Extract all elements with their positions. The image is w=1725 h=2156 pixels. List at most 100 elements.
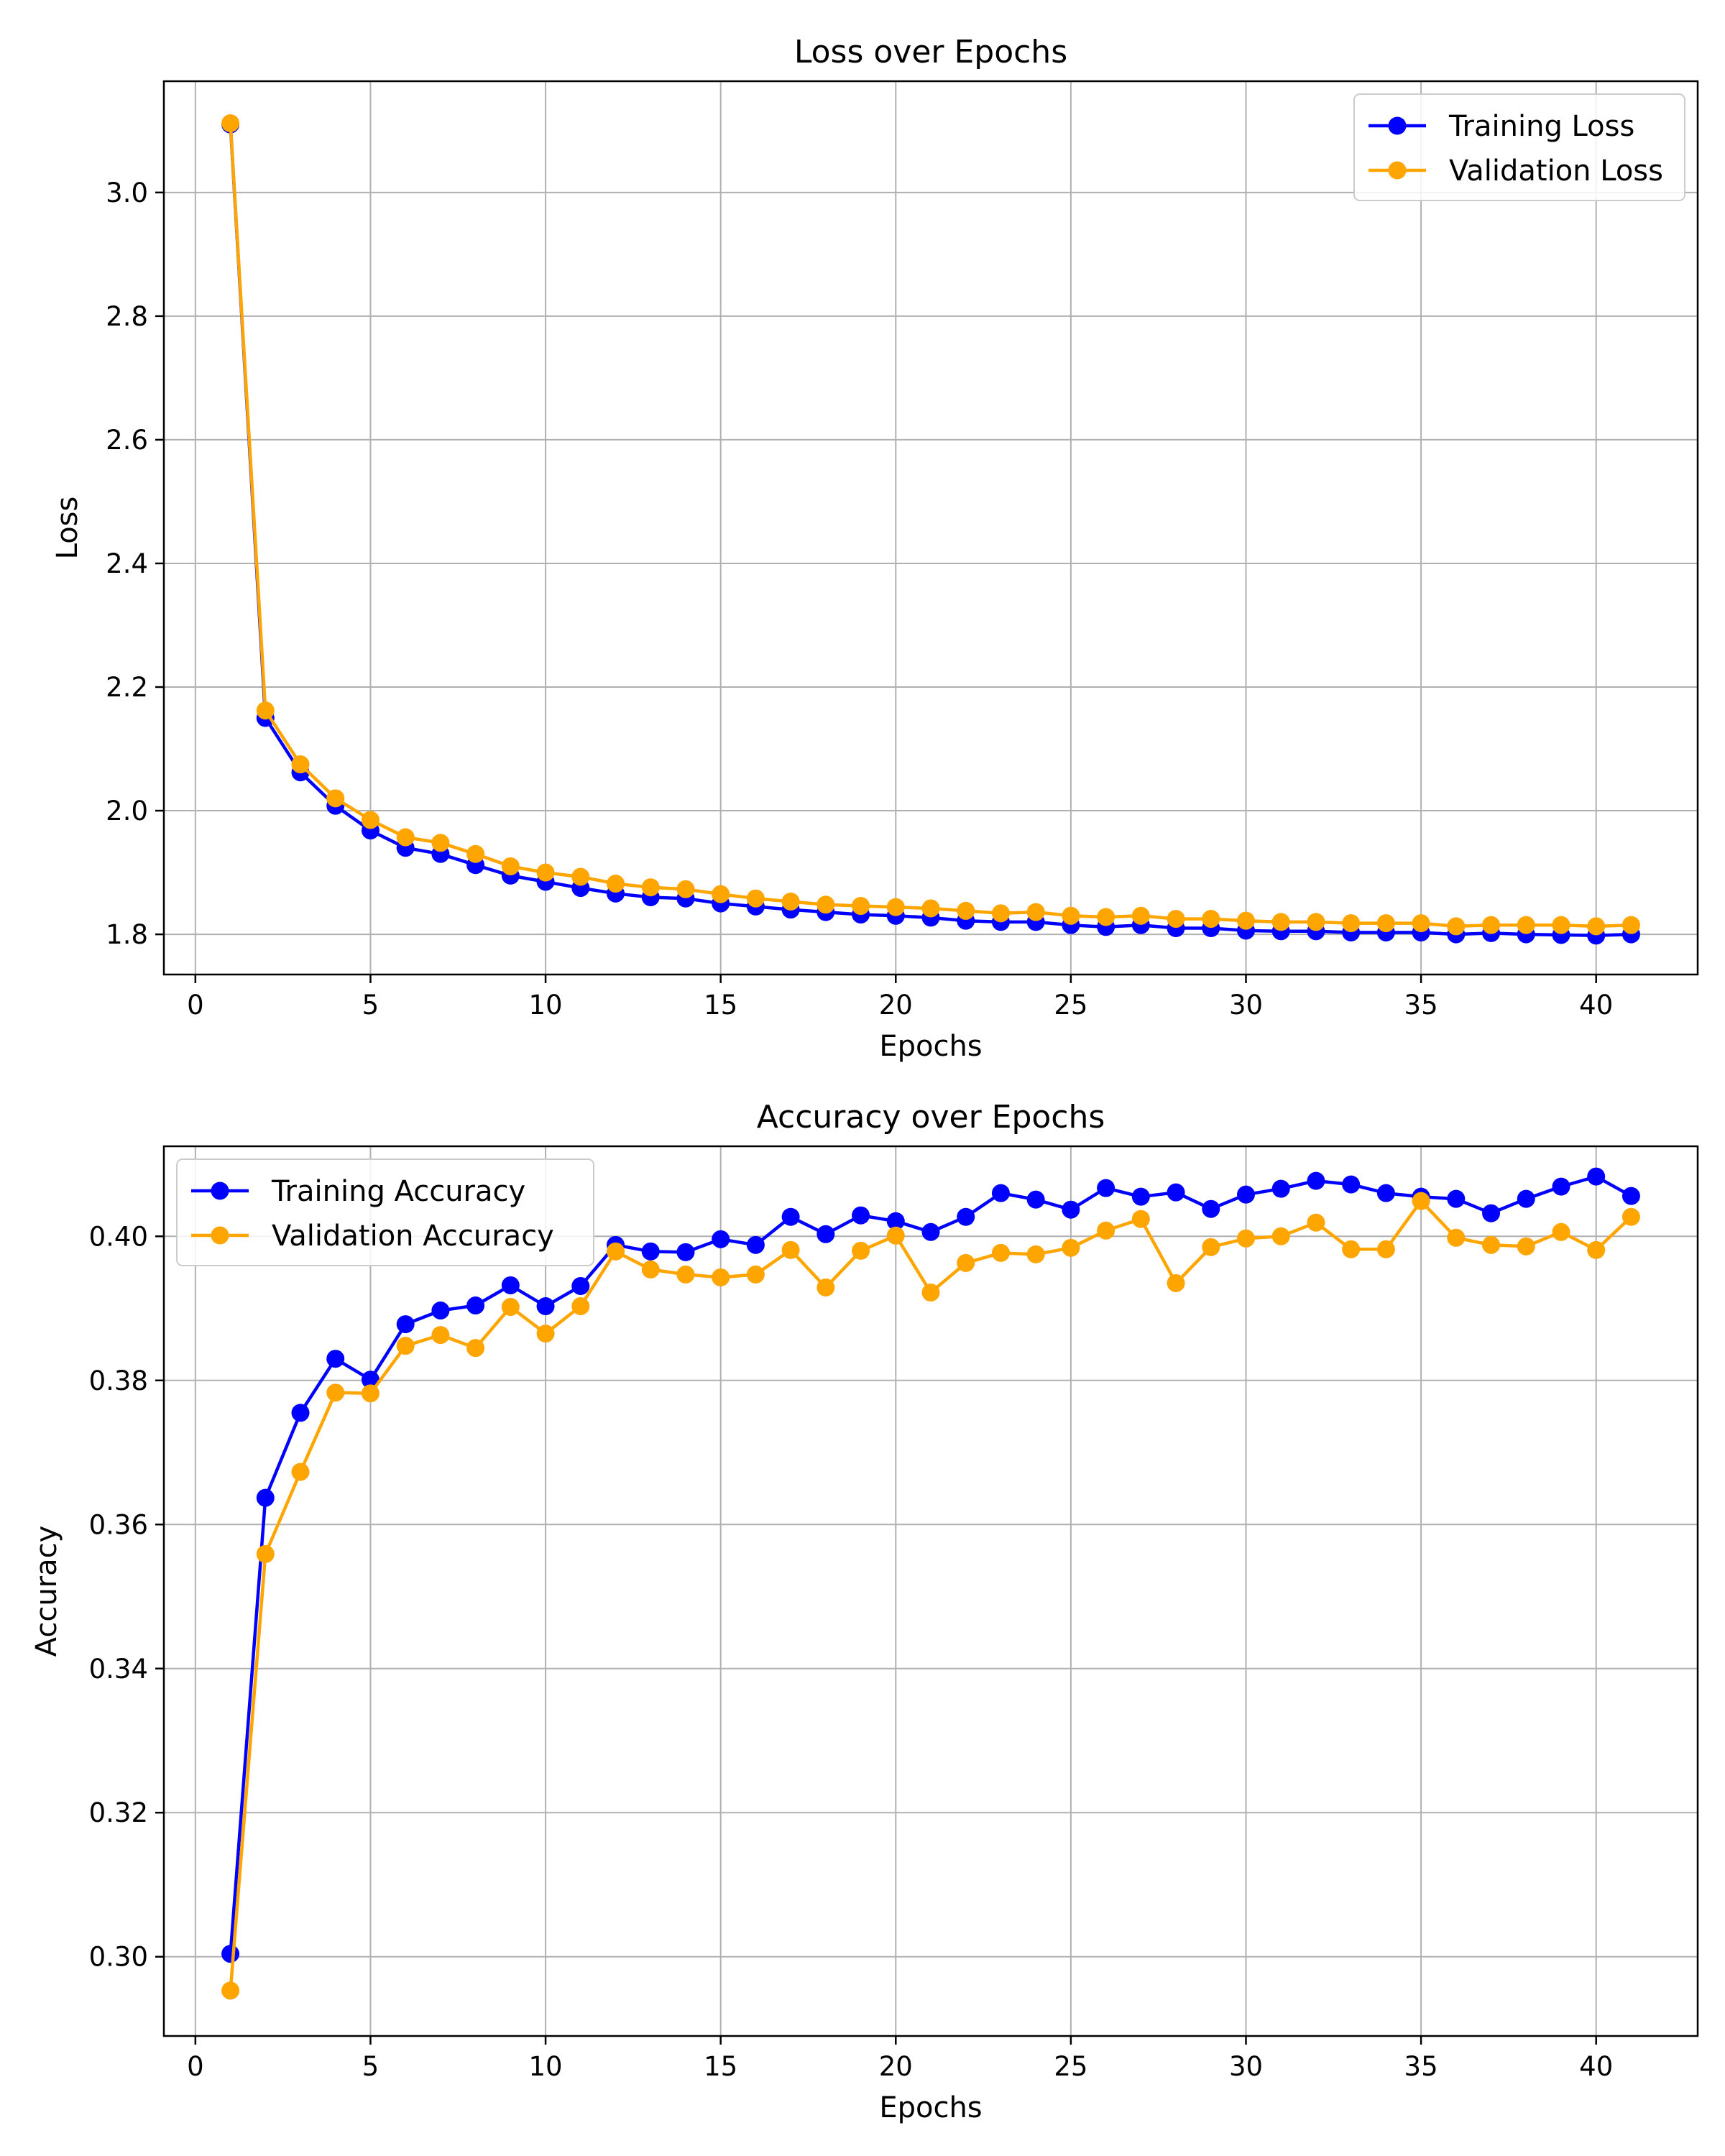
- validation-accuracy-point-29: [1202, 1238, 1220, 1256]
- accuracy-x-tick-label-7: 35: [1404, 2051, 1438, 2082]
- validation-loss-point-31: [1271, 913, 1290, 931]
- validation-loss-point-26: [1097, 908, 1116, 926]
- validation-accuracy-point-40: [1587, 1240, 1606, 1259]
- accuracy-x-tick-label-5: 25: [1054, 2051, 1087, 2082]
- training-accuracy-point-19: [852, 1206, 870, 1225]
- validation-loss-point-41: [1622, 916, 1640, 934]
- training-loss-legend-swatch-marker: [1388, 116, 1407, 135]
- validation-loss-point-17: [781, 892, 800, 911]
- validation-accuracy-point-1: [221, 1981, 240, 2000]
- validation-accuracy-point-3: [291, 1462, 310, 1481]
- accuracy-y-axis-label: Accuracy: [30, 1526, 63, 1657]
- training-accuracy-point-16: [746, 1235, 765, 1254]
- validation-loss-point-15: [712, 885, 730, 903]
- validation-loss-point-24: [1026, 903, 1045, 921]
- training-accuracy-point-23: [991, 1184, 1010, 1202]
- training-accuracy-point-33: [1342, 1175, 1361, 1194]
- validation-accuracy-point-19: [852, 1241, 870, 1260]
- training-accuracy-point-27: [1131, 1187, 1150, 1206]
- validation-loss-point-5: [361, 811, 380, 829]
- validation-accuracy-point-4: [326, 1383, 345, 1402]
- validation-accuracy-point-33: [1342, 1240, 1361, 1258]
- validation-loss-point-36: [1447, 917, 1466, 936]
- loss-y-tick-label-4: 2.6: [106, 425, 148, 456]
- accuracy-chart: 0 5 10 15 20 25 30 35 40 0.30 0.32 0.34 0.36 0.38 0.40…: [30, 1099, 1699, 2124]
- validation-accuracy-point-30: [1236, 1229, 1255, 1248]
- training-accuracy-point-38: [1517, 1189, 1535, 1208]
- training-accuracy-point-37: [1482, 1204, 1501, 1222]
- validation-loss-point-29: [1202, 910, 1220, 929]
- training-accuracy-point-20: [886, 1212, 905, 1230]
- accuracy-y-tick-label-5: 0.40: [89, 1221, 148, 1252]
- loss-x-tick-label-1: 5: [362, 990, 380, 1021]
- validation-accuracy-point-17: [781, 1240, 800, 1259]
- loss-x-tick-label-7: 35: [1404, 990, 1438, 1021]
- validation-accuracy-point-26: [1097, 1221, 1116, 1240]
- training-accuracy-point-40: [1587, 1167, 1606, 1186]
- loss-x-tick-label-2: 10: [529, 990, 563, 1021]
- validation-loss-legend-swatch-marker: [1388, 161, 1407, 180]
- validation-loss-point-16: [746, 889, 765, 908]
- loss-axes-frame: [162, 80, 1699, 976]
- training-accuracy-point-34: [1376, 1184, 1395, 1202]
- training-accuracy-point-6: [396, 1315, 415, 1334]
- validation-accuracy-point-34: [1376, 1240, 1395, 1258]
- validation-accuracy-point-38: [1517, 1237, 1535, 1256]
- validation-loss-point-22: [957, 901, 975, 920]
- accuracy-x-tick-label-1: 5: [362, 2051, 380, 2082]
- validation-accuracy-point-37: [1482, 1235, 1501, 1254]
- accuracy-x-axis-label: Epochs: [879, 2091, 982, 2124]
- validation-loss-point-10: [536, 863, 555, 882]
- training-accuracy-point-8: [466, 1296, 485, 1315]
- training-accuracy-legend-label: Training Accuracy: [271, 1175, 525, 1208]
- training-accuracy-point-11: [571, 1276, 590, 1295]
- loss-y-tick-label-3: 2.4: [106, 548, 148, 579]
- accuracy-x-tick-label-3: 15: [704, 2051, 737, 2082]
- accuracy-y-tick-label-1: 0.32: [89, 1797, 148, 1828]
- validation-accuracy-point-25: [1062, 1238, 1080, 1257]
- training-accuracy-point-29: [1202, 1199, 1220, 1218]
- training-accuracy-point-31: [1271, 1179, 1290, 1198]
- loss-x-tick-label-5: 25: [1054, 990, 1087, 1021]
- validation-loss-point-18: [816, 895, 835, 914]
- validation-loss-point-34: [1376, 914, 1395, 933]
- validation-loss-point-37: [1482, 916, 1501, 934]
- training-accuracy-point-22: [957, 1207, 975, 1226]
- validation-loss-point-30: [1236, 911, 1255, 930]
- validation-accuracy-point-35: [1412, 1192, 1430, 1210]
- training-accuracy-point-1: [221, 1945, 240, 1963]
- loss-x-axis-label: Epochs: [879, 1030, 982, 1063]
- training-accuracy-point-13: [641, 1242, 660, 1261]
- validation-loss-point-3: [291, 755, 310, 774]
- loss-y-tick-label-0: 1.8: [106, 919, 148, 950]
- training-accuracy-point-7: [431, 1302, 450, 1320]
- loss-x-tick-label-8: 40: [1579, 990, 1613, 1021]
- validation-accuracy-point-39: [1552, 1222, 1570, 1241]
- loss-legend-box: [1353, 93, 1685, 201]
- training-accuracy-point-14: [676, 1243, 695, 1261]
- accuracy-axes-frame: [162, 1145, 1699, 2037]
- training-accuracy-point-30: [1236, 1185, 1255, 1204]
- training-accuracy-point-28: [1167, 1183, 1185, 1202]
- validation-loss-point-23: [991, 904, 1010, 923]
- validation-accuracy-point-22: [957, 1253, 975, 1272]
- validation-accuracy-point-18: [816, 1278, 835, 1296]
- loss-x-tick-label-3: 15: [704, 990, 737, 1021]
- validation-loss-point-28: [1167, 910, 1185, 929]
- training-accuracy-point-2: [256, 1488, 275, 1507]
- training-accuracy-point-15: [712, 1230, 730, 1248]
- validation-accuracy-point-21: [921, 1283, 940, 1302]
- validation-loss-point-38: [1517, 916, 1535, 934]
- accuracy-x-tick-label-0: 0: [187, 2051, 204, 2082]
- validation-accuracy-point-10: [536, 1325, 555, 1343]
- accuracy-y-tick-label-2: 0.34: [89, 1654, 148, 1685]
- loss-y-tick-label-5: 2.8: [106, 301, 148, 332]
- validation-accuracy-point-31: [1271, 1227, 1290, 1245]
- validation-loss-point-25: [1062, 906, 1080, 925]
- validation-accuracy-legend-swatch-marker: [211, 1226, 229, 1245]
- validation-accuracy-point-14: [676, 1265, 695, 1284]
- training-accuracy-point-25: [1062, 1200, 1080, 1219]
- validation-accuracy-point-2: [256, 1544, 275, 1563]
- accuracy-legend: Training Accuracy Validation Accuracy: [176, 1158, 594, 1266]
